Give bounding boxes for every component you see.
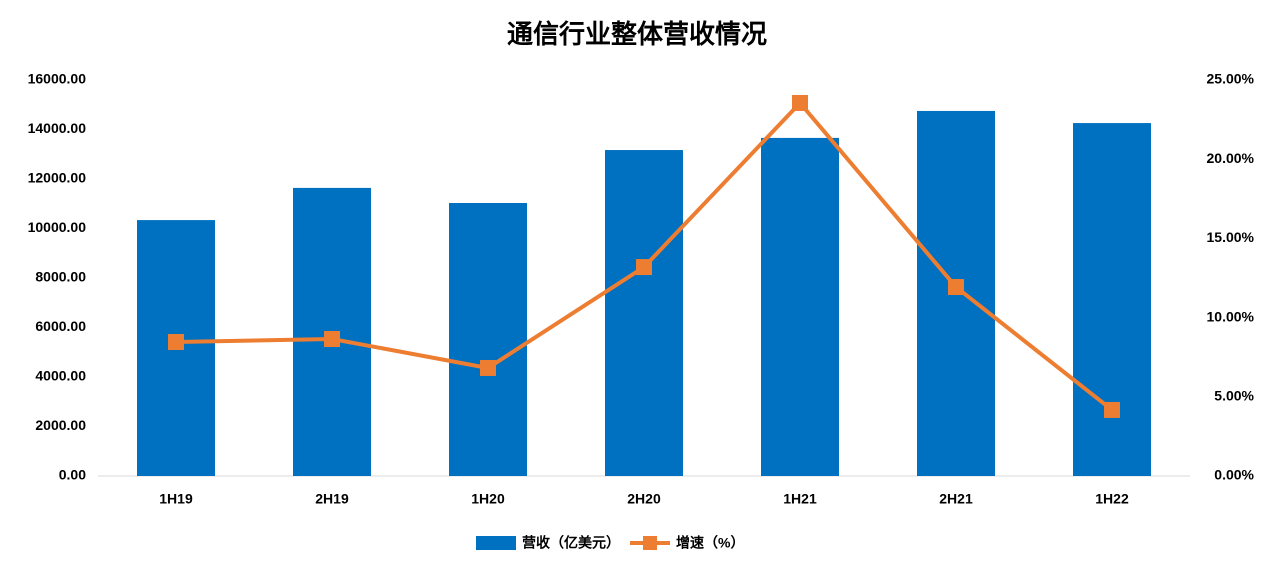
x-tick-label: 2H20: [627, 491, 661, 507]
y-tick-label: 10000.00: [28, 219, 87, 235]
y-tick-label: 8000.00: [35, 269, 86, 285]
legend-label: 营收（亿美元）: [522, 535, 620, 551]
y-tick-label: 4000.00: [35, 368, 86, 384]
y-tick-label: 6000.00: [35, 318, 86, 334]
y2-tick-label: 15.00%: [1207, 229, 1255, 245]
chart-title: 通信行业整体营收情况: [507, 19, 767, 49]
marker: [948, 279, 964, 296]
y-tick-label: 12000.00: [28, 170, 87, 186]
marker: [324, 330, 340, 347]
bar: [605, 150, 683, 477]
y-tick-label: 14000.00: [28, 120, 87, 136]
x-tick-label: 1H20: [471, 491, 505, 507]
legend-swatch: [643, 536, 657, 550]
y-tick-label: 16000.00: [28, 71, 87, 87]
marker: [480, 359, 496, 376]
legend-swatch: [476, 536, 516, 550]
bar: [761, 137, 839, 477]
y2-tick-label: 25.00%: [1207, 71, 1255, 87]
legend-label: 增速（%）: [676, 535, 744, 551]
x-tick-label: 1H19: [159, 491, 193, 507]
marker: [168, 333, 184, 350]
bar: [449, 203, 527, 476]
marker: [792, 94, 808, 111]
x-tick-label: 2H19: [315, 491, 349, 507]
y2-tick-label: 20.00%: [1207, 150, 1255, 166]
marker: [1104, 401, 1120, 418]
bar: [1073, 123, 1151, 476]
y2-tick-label: 10.00%: [1207, 308, 1255, 324]
y-tick-label: 2000.00: [35, 417, 86, 433]
y2-tick-label: 0.00%: [1214, 467, 1254, 483]
x-tick-label: 1H22: [1095, 491, 1129, 507]
y-tick-label: 0.00: [59, 467, 86, 483]
y2-tick-label: 5.00%: [1214, 388, 1254, 404]
marker: [636, 259, 652, 276]
x-tick-label: 2H21: [939, 491, 973, 507]
x-tick-label: 1H21: [783, 491, 817, 507]
